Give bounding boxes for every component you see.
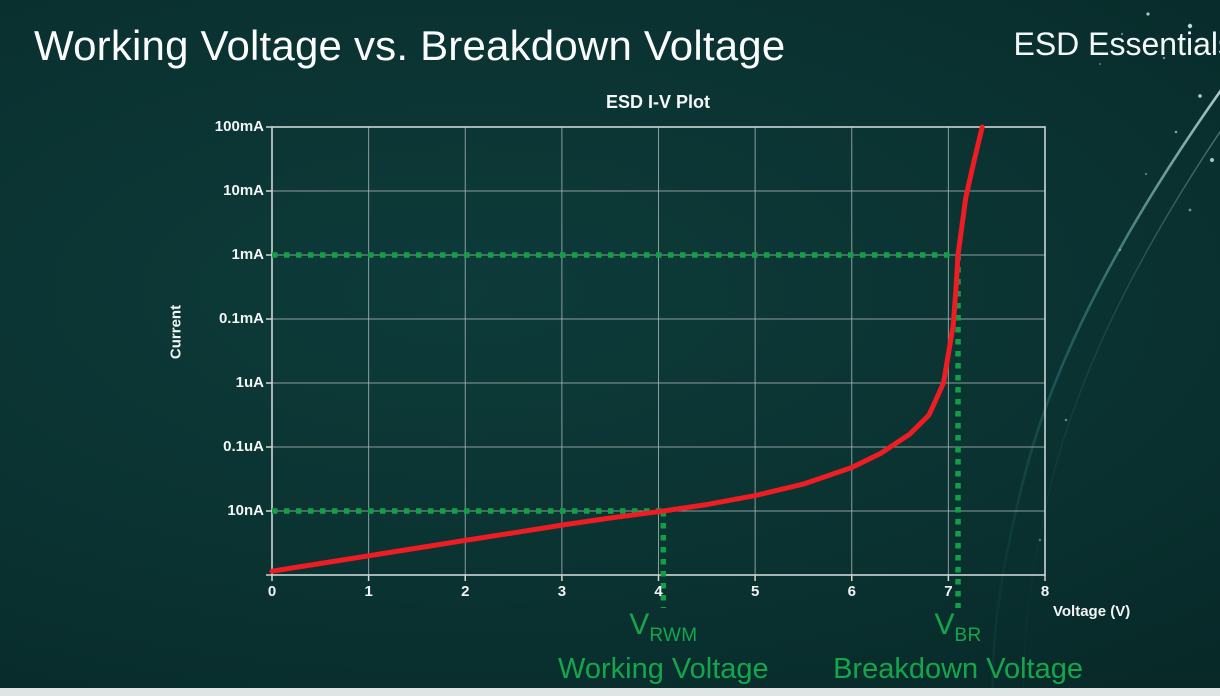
light-streak-faint xyxy=(1023,130,1220,696)
brand-logo-text: ESD Essentials xyxy=(1013,26,1220,62)
working-voltage-caption: Working Voltage xyxy=(558,653,769,685)
y-axis-label: Current xyxy=(167,304,185,360)
particle-dots xyxy=(1038,12,1216,542)
vrwm-symbol: VRWM xyxy=(629,608,698,647)
bottom-strip xyxy=(0,688,1220,696)
page-title: Working Voltage vs. Breakdown Voltage xyxy=(34,22,786,69)
breakdown-voltage-caption: Breakdown Voltage xyxy=(833,653,1083,685)
vbr-symbol: VBR xyxy=(934,608,982,647)
x-axis-label: Voltage (V) xyxy=(1053,603,1131,620)
working-voltage-annotation: VRWM Working Voltage xyxy=(558,608,769,686)
breakdown-voltage-annotation: VBR Breakdown Voltage xyxy=(833,608,1083,686)
chart-title: ESD I-V Plot xyxy=(605,92,711,112)
